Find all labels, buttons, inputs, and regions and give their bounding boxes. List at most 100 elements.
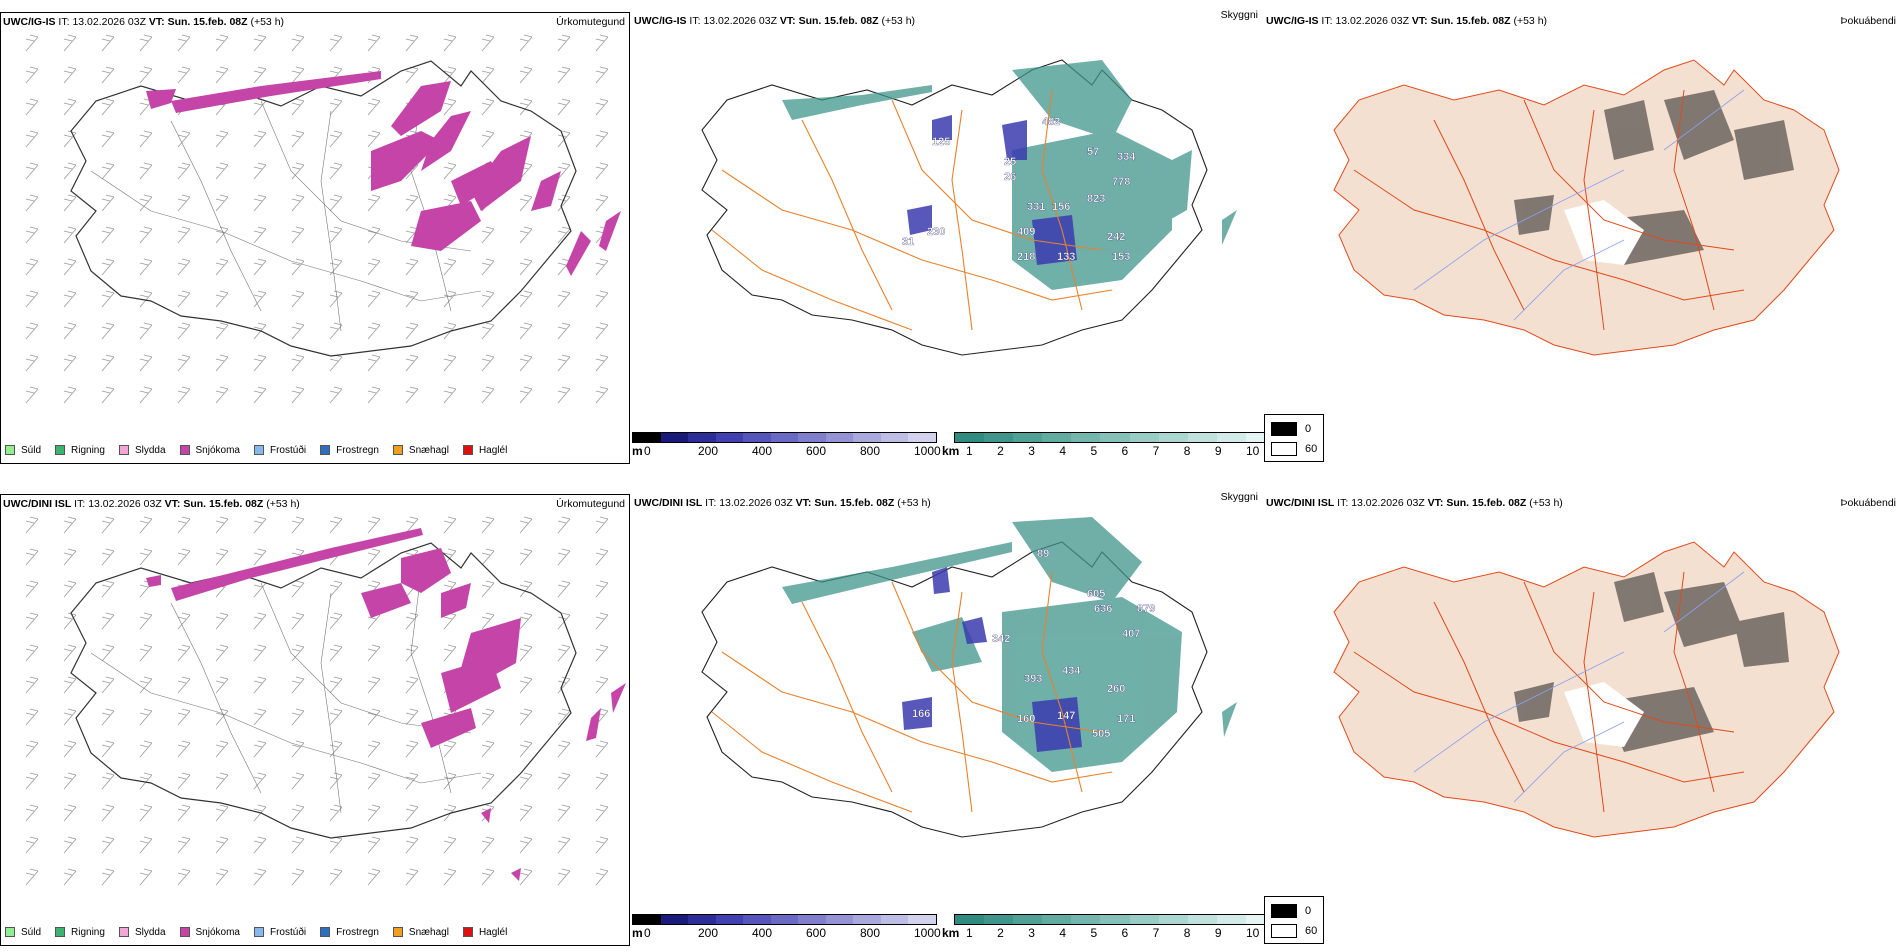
colorbar-tick: 3 — [1028, 926, 1035, 940]
colorbar-segment — [798, 915, 826, 924]
wind-barb — [25, 772, 39, 790]
wind-barb — [557, 676, 571, 694]
colorbar-segment — [688, 433, 716, 442]
colorbar-km — [954, 432, 1276, 443]
legend-value: 60 — [1305, 925, 1318, 937]
colorbar-segment — [1187, 915, 1217, 924]
wind-barb — [177, 868, 191, 886]
wind-barb — [405, 516, 419, 534]
legend-value: 0 — [1305, 905, 1312, 917]
wind-barb — [215, 66, 229, 84]
wind-barb — [177, 34, 191, 52]
colorbar-tick: 3 — [1028, 444, 1035, 458]
wind-barb — [481, 354, 495, 372]
wind-barb — [291, 772, 305, 790]
wind-barb — [557, 322, 571, 340]
it-label: IT: — [1337, 497, 1349, 509]
colorbar-m — [632, 914, 937, 925]
wind-barb — [595, 740, 609, 758]
wind-barb — [101, 34, 115, 52]
visibility-panel: UWC/IG-IS IT: 13.02.2026 03Z VT: Sun. 15… — [632, 9, 1276, 464]
vis-blue — [902, 567, 1082, 752]
wind-barb — [253, 130, 267, 148]
wind-barb — [253, 868, 267, 886]
wind-barb — [291, 194, 305, 212]
wind-barb — [253, 66, 267, 84]
wind-barb — [291, 162, 305, 180]
roads — [1353, 571, 1745, 813]
vis-label: 133 — [1057, 251, 1075, 263]
wind-barb — [215, 162, 229, 180]
wind-barb — [253, 580, 267, 598]
wind-barb — [405, 34, 419, 52]
wind-barb — [25, 386, 39, 404]
wind-barb — [253, 354, 267, 372]
unit-km: km — [942, 444, 960, 458]
wind-barb — [63, 548, 77, 566]
wind-barb — [291, 868, 305, 886]
wind-barb — [481, 98, 495, 116]
wind-barb — [367, 322, 381, 340]
wind-barb — [519, 644, 533, 662]
wind-barb — [329, 644, 343, 662]
wind-barb — [405, 676, 419, 694]
legend-swatch — [179, 927, 190, 937]
wind-barb — [443, 66, 457, 84]
wind-barb — [25, 516, 39, 534]
wind-barb — [177, 548, 191, 566]
wind-barb — [177, 162, 191, 180]
wind-barb — [519, 98, 533, 116]
wind-barb — [25, 98, 39, 116]
vis-label: 242 — [1107, 231, 1125, 243]
wind-barb — [177, 194, 191, 212]
it-value: 13.02.2026 03Z — [88, 498, 162, 510]
glacier — [1564, 682, 1644, 747]
top-row: UWC/IG-IS IT: 13.02.2026 03Z VT: Sun. 15… — [0, 0, 1900, 470]
wind-barb — [177, 644, 191, 662]
wind-barb — [253, 676, 267, 694]
vis-label: 89 — [1037, 548, 1049, 560]
wind-barb — [253, 194, 267, 212]
wind-barb — [139, 66, 153, 84]
vis-label: 31 — [902, 236, 914, 248]
wind-barb — [519, 772, 533, 790]
legend-swatch-black — [1271, 904, 1297, 918]
wind-barb — [215, 548, 229, 566]
it-label: IT: — [74, 498, 86, 510]
colorbar-m — [632, 432, 937, 443]
colorbar-segment — [1158, 433, 1188, 442]
wind-barb — [405, 772, 419, 790]
wind-barb — [63, 676, 77, 694]
wind-barb — [253, 226, 267, 244]
model-name: UWC/DINI ISL — [634, 497, 703, 509]
unit-km: km — [942, 926, 960, 940]
wind-barb — [519, 258, 533, 276]
wind-barb — [367, 98, 381, 116]
wind-barb — [139, 740, 153, 758]
wind-barb — [215, 836, 229, 854]
wind-barb — [215, 708, 229, 726]
wind-barb — [253, 772, 267, 790]
wind-barb — [405, 354, 419, 372]
wind-barb — [253, 98, 267, 116]
wind-barb — [101, 772, 115, 790]
wind-barb — [595, 162, 609, 180]
wind-barb — [291, 98, 305, 116]
panel-header: UWC/IG-IS IT: 13.02.2026 03Z VT: Sun. 15… — [634, 9, 1258, 31]
panel-title: Skyggni — [1220, 9, 1258, 21]
wind-barb — [25, 322, 39, 340]
wind-barb — [177, 836, 191, 854]
wind-barb — [177, 386, 191, 404]
wind-barb — [101, 354, 115, 372]
precip-type-panel: UWC/IG-IS IT: 13.02.2026 03Z VT: Sun. 15… — [0, 12, 630, 464]
wind-barb — [557, 836, 571, 854]
colorbar-tick: 10 — [1246, 444, 1260, 458]
colorbar-segment — [880, 915, 909, 924]
iceland-outline — [701, 59, 1208, 356]
precip-legend: Súld Rigning Slydda Snjókoma Frostúði Fr… — [5, 923, 521, 941]
vis-labels: 605 879 636 407 342 89 393 434 260 160 1… — [912, 548, 1156, 740]
wind-barb — [253, 740, 267, 758]
legend-item: Slydda — [118, 927, 166, 938]
wind-barb — [139, 612, 153, 630]
colorbar-segment — [633, 915, 661, 924]
